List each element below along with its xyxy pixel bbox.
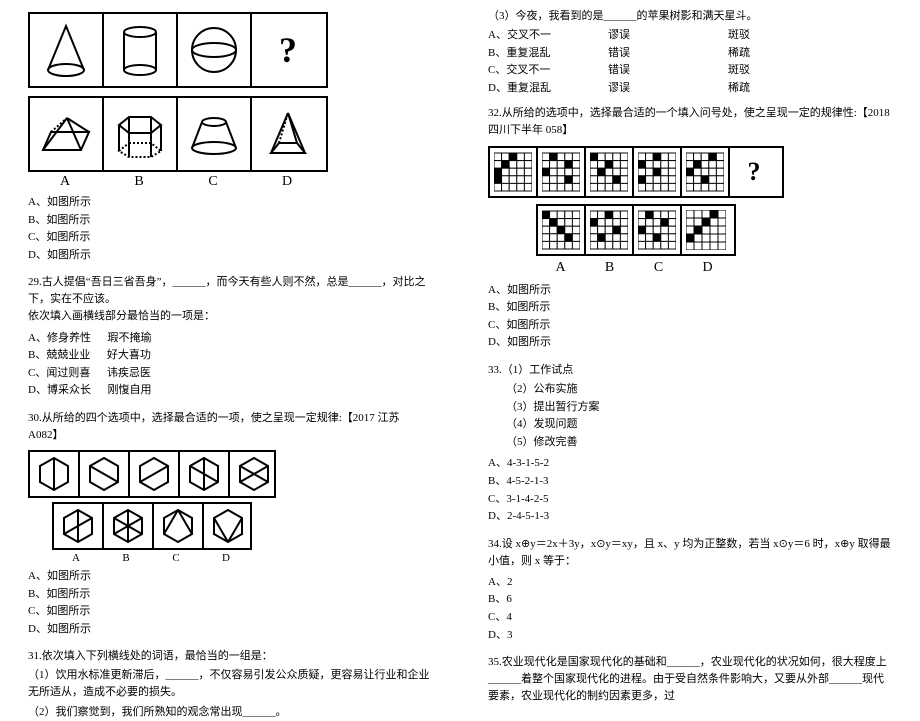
left-column: ? A B C D A、如图所示 B、如图所示 C、如图所示 [0, 0, 460, 651]
q31-sub2: （2）我们察觉到，我们所熟知的观念常出现______。 [28, 704, 432, 721]
grid-cell [682, 148, 730, 196]
q33-subs: （2）公布实施 （3）提出暂行方案 （4）发现问题 （5）修改完善 [506, 381, 892, 451]
q28-opt-c [178, 98, 252, 170]
q28-cell-cylinder [104, 14, 178, 86]
q30-label-b: B [102, 552, 150, 564]
q30-text: 30.从所给的四个选项中，选择最合适的一项，使之呈现一定规律:【2017 江苏 … [28, 410, 432, 444]
hex-cell [104, 504, 154, 548]
q32-label-c: C [634, 260, 683, 276]
q31-sub1: （1）饮用水标准更新滞后，______，不仅容易引发公众质疑，更容易让行业和企业… [28, 667, 432, 701]
q30-opt-b: B、如图所示 [28, 586, 432, 604]
q28-labels: A B C D [28, 174, 324, 190]
q32-opt-c: C、如图所示 [488, 317, 892, 335]
grid-cell [682, 206, 730, 254]
q30-opt-a: A、如图所示 [28, 568, 432, 586]
grid-cell [538, 206, 586, 254]
label-b: B [102, 174, 176, 190]
grid-cell [586, 148, 634, 196]
q32-text: 32.从所给的选项中，选择最合适的一个填入问号处，使之呈现一定的规律性:【201… [488, 105, 892, 139]
q30-label-c: C [152, 552, 200, 564]
q30-bottom-row [52, 502, 252, 550]
q30-options: A、如图所示 B、如图所示 C、如图所示 D、如图所示 [28, 568, 432, 638]
q28-opt-d [252, 98, 324, 170]
grid-cell [634, 206, 682, 254]
grid-cell [586, 206, 634, 254]
q29-options: A、修身养性 瑕不掩瑜 B、兢兢业业 好大喜功 C、闻过则喜 讳疾忌医 D、博采… [28, 330, 432, 400]
q32-labels: A B C D [536, 260, 732, 276]
q32-label-b: B [585, 260, 634, 276]
grid-cell [490, 148, 538, 196]
hex-cell [230, 452, 278, 496]
hex-cell [204, 504, 252, 548]
q29-opt-c: C、闻过则喜 讳疾忌医 [28, 365, 432, 383]
q32-bottom-row [536, 204, 736, 256]
q28-cell-sphere [178, 14, 252, 86]
hex-cell [130, 452, 180, 496]
q30-label-a: A [52, 552, 100, 564]
q28-bottom-figure [28, 96, 328, 172]
grid-cell [634, 148, 682, 196]
q30-labels: A B C D [52, 552, 432, 564]
q31-options: A、交叉不一谬误斑驳 B、重复混乱错误稀疏 C、交叉不一错误斑驳 D、重复混乱谬… [488, 27, 892, 97]
q28-options: A、如图所示 B、如图所示 C、如图所示 D、如图所示 [28, 194, 432, 264]
right-column: （3）今夜，我看到的是______的苹果树影和满天星斗。 A、交叉不一谬误斑驳 … [460, 0, 920, 651]
q29-text: 29.古人提倡“吾日三省吾身”，______，而今天有些人则不然，总是_____… [28, 274, 432, 325]
q29-opt-a: A、修身养性 瑕不掩瑜 [28, 330, 432, 348]
grid-cell: ? [730, 148, 778, 196]
q32-opt-d: D、如图所示 [488, 334, 892, 352]
q28-opt-text-b: B、如图所示 [28, 212, 432, 230]
label-a: A [28, 174, 102, 190]
q32-label-a: A [536, 260, 585, 276]
q32-label-d: D [683, 260, 732, 276]
hex-cell [154, 504, 204, 548]
q28-cell-cone [30, 14, 104, 86]
q30-label-d: D [202, 552, 250, 564]
q32-opt-a: A、如图所示 [488, 282, 892, 300]
q28-top-figure: ? [28, 12, 328, 88]
q34-options: A、2 B、6 C、4 D、3 [488, 574, 892, 644]
q30-opt-d: D、如图所示 [28, 621, 432, 639]
q28-opt-text-d: D、如图所示 [28, 247, 432, 265]
grid-cell [538, 148, 586, 196]
q33-options: A、4-3-1-5-2 B、4-5-2-1-3 C、3-1-4-2-5 D、2-… [488, 455, 892, 525]
hex-cell [80, 452, 130, 496]
q30-opt-c: C、如图所示 [28, 603, 432, 621]
q28-opt-a [30, 98, 104, 170]
q28-opt-text-a: A、如图所示 [28, 194, 432, 212]
q30-top-row [28, 450, 276, 498]
q28-opt-text-c: C、如图所示 [28, 229, 432, 247]
hex-cell [54, 504, 104, 548]
label-c: C [176, 174, 250, 190]
q32-top-row: ? [488, 146, 784, 198]
q34-text: 34.设 x⊕y＝2x＋3y，x⊙y＝xy，且 x、y 均为正整数，若当 x⊙y… [488, 536, 892, 570]
q33-text: 33.（1）工作试点 [488, 362, 892, 379]
q28-cell-qmark: ? [252, 14, 324, 86]
q31-sub3: （3）今夜，我看到的是______的苹果树影和满天星斗。 [488, 8, 892, 25]
q32-opt-b: B、如图所示 [488, 299, 892, 317]
q35-text: 35.农业现代化是国家现代化的基础和______，农业现代化的状况如何，很大程度… [488, 654, 892, 705]
q28-opt-b [104, 98, 178, 170]
hex-cell [180, 452, 230, 496]
q29-opt-b: B、兢兢业业 好大喜功 [28, 347, 432, 365]
q29-opt-d: D、博采众长 刚愎自用 [28, 382, 432, 400]
label-d: D [250, 174, 324, 190]
q32-options: A、如图所示 B、如图所示 C、如图所示 D、如图所示 [488, 282, 892, 352]
hex-cell [30, 452, 80, 496]
